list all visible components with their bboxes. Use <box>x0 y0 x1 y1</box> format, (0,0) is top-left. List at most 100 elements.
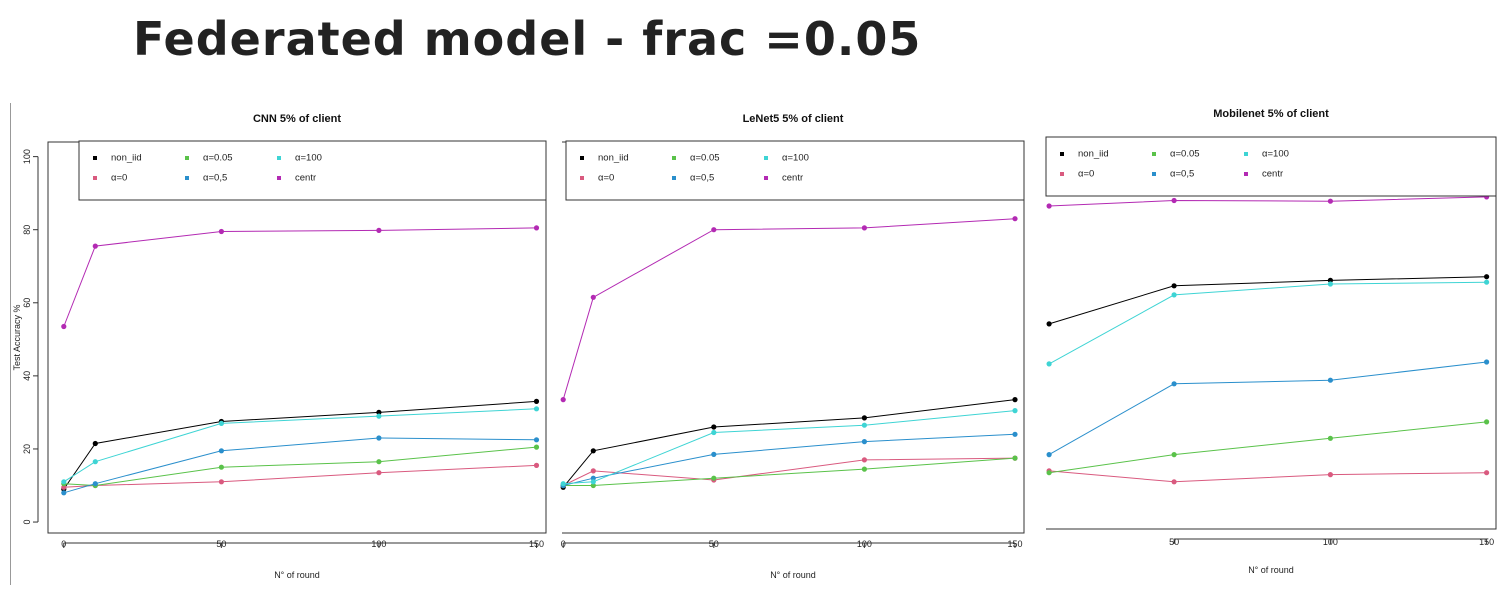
x-tick-label: 100 <box>857 539 872 549</box>
series-line-centr <box>1049 196 1487 207</box>
legend-label-a05: α=0,5 <box>203 173 227 184</box>
data-point-a05 <box>533 437 540 443</box>
legend-swatch-non_iid <box>580 156 584 160</box>
legend-swatch-a0 <box>580 176 584 180</box>
data-point-a005 <box>1012 455 1018 461</box>
data-point-a0 <box>1327 472 1333 478</box>
legend-swatch-a005 <box>672 156 676 160</box>
legend-swatch-a05 <box>1152 172 1156 176</box>
x-tick-label: 0 <box>61 539 66 549</box>
legend-label-non_iid: non_iid <box>598 153 629 164</box>
series-line-non_iid <box>63 400 537 490</box>
x-tick-label: 150 <box>529 539 544 549</box>
series-line-a100 <box>563 410 1016 485</box>
data-point-a05 <box>1327 377 1333 383</box>
x-tick-label: 100 <box>371 539 386 549</box>
series-line-centr <box>562 218 1016 400</box>
data-point-non_iid <box>861 415 867 421</box>
data-point-a005 <box>376 459 382 465</box>
data-point-a100 <box>1012 408 1018 414</box>
x-tick-label: 50 <box>709 539 719 549</box>
data-point-a0 <box>590 468 596 474</box>
data-point-centr <box>376 227 382 233</box>
data-point-a100 <box>61 479 67 485</box>
legend-label-centr: centr <box>1262 169 1283 180</box>
data-point-a100 <box>376 413 382 419</box>
x-axis-label: N° of round <box>274 570 320 580</box>
data-point-a0 <box>533 462 540 468</box>
x-axis-label: N° of round <box>770 570 816 580</box>
chart-title: Mobilenet 5% of client <box>1213 108 1329 120</box>
legend-label-centr: centr <box>782 173 803 184</box>
x-tick-label: 100 <box>1323 537 1338 547</box>
data-point-centr <box>92 243 98 249</box>
data-point-a005 <box>590 482 596 489</box>
data-point-a05 <box>861 439 867 445</box>
legend-label-a005: α=0.05 <box>1170 149 1200 160</box>
data-point-a05 <box>1046 452 1052 458</box>
data-point-a100 <box>590 479 596 485</box>
series-line-a0 <box>1049 470 1487 483</box>
series-line-centr <box>63 227 537 327</box>
data-point-a005 <box>1484 419 1490 425</box>
legend-swatch-a100 <box>1244 152 1248 156</box>
cnn-chart: CNN 5% of client 0 50 100 150 N° of round 0 20 4… <box>12 113 547 580</box>
data-point-centr <box>560 397 566 403</box>
data-point-a05 <box>376 435 382 441</box>
data-point-centr <box>218 228 224 235</box>
data-point-centr <box>61 323 67 330</box>
x-axis-label: N° of round <box>1248 565 1294 575</box>
data-point-a100 <box>560 481 566 487</box>
y-tick-label: 80 <box>22 225 32 235</box>
legend-swatch-centr <box>277 176 281 180</box>
data-point-centr <box>861 225 867 231</box>
plot-frame <box>562 141 1025 534</box>
legend-box <box>1045 136 1497 197</box>
legend-label-a100: α=100 <box>1262 149 1289 160</box>
data-point-a100 <box>1484 279 1490 285</box>
legend-label-a05: α=0,5 <box>1170 169 1194 180</box>
data-point-a05 <box>1171 381 1177 387</box>
data-point-a100 <box>711 429 717 436</box>
legend-swatch-centr <box>1244 172 1248 176</box>
x-tick-label: 50 <box>216 539 226 549</box>
data-point-a0 <box>218 479 224 485</box>
series-line-non_iid <box>1048 276 1487 325</box>
data-point-non_iid <box>590 448 596 454</box>
series-line-a005 <box>1049 421 1487 474</box>
data-point-a005 <box>1327 435 1333 441</box>
x-tick-label: 150 <box>1479 537 1494 547</box>
y-tick-label: 60 <box>22 298 32 308</box>
x-tick-label: 0 <box>561 539 566 549</box>
legend-box <box>565 140 1025 201</box>
legend-label-a005: α=0.05 <box>690 153 720 164</box>
data-point-a005 <box>218 464 224 470</box>
y-tick-label: 100 <box>22 149 32 164</box>
chart-title: CNN 5% of client <box>253 113 341 125</box>
mobilenet-chart: Mobilenet 5% of client 50 100 150 N° of roun… <box>1045 108 1497 575</box>
series-line-a05 <box>563 433 1016 486</box>
legend-label-a0: α=0 <box>598 173 614 184</box>
data-point-non_iid <box>1012 397 1018 403</box>
data-point-non_iid <box>1171 283 1177 289</box>
data-point-centr <box>1046 203 1052 209</box>
lenet5-chart: LeNet5 5% of client 0 50 100 150 N° of round n… <box>560 113 1025 580</box>
data-point-non_iid <box>1484 274 1490 280</box>
data-point-a100 <box>1171 292 1177 298</box>
legend-label-a0: α=0 <box>1078 169 1094 180</box>
data-point-a005 <box>711 475 717 481</box>
legend-label-non_iid: non_iid <box>1078 149 1109 160</box>
data-point-non_iid <box>533 398 540 404</box>
series-line-a005 <box>63 446 537 487</box>
y-tick-label: 0 <box>22 520 32 525</box>
data-point-a005 <box>533 444 540 450</box>
legend-swatch-centr <box>764 176 768 180</box>
x-tick-label: 150 <box>1007 539 1022 549</box>
data-point-a05 <box>1484 359 1490 365</box>
data-point-a100 <box>861 422 867 428</box>
series-line-a005 <box>563 457 1016 486</box>
legend-swatch-a100 <box>277 156 281 160</box>
data-point-centr <box>533 225 540 231</box>
series-line-a100 <box>63 408 537 483</box>
page-title: Federated model - frac =0.05 <box>133 12 922 66</box>
